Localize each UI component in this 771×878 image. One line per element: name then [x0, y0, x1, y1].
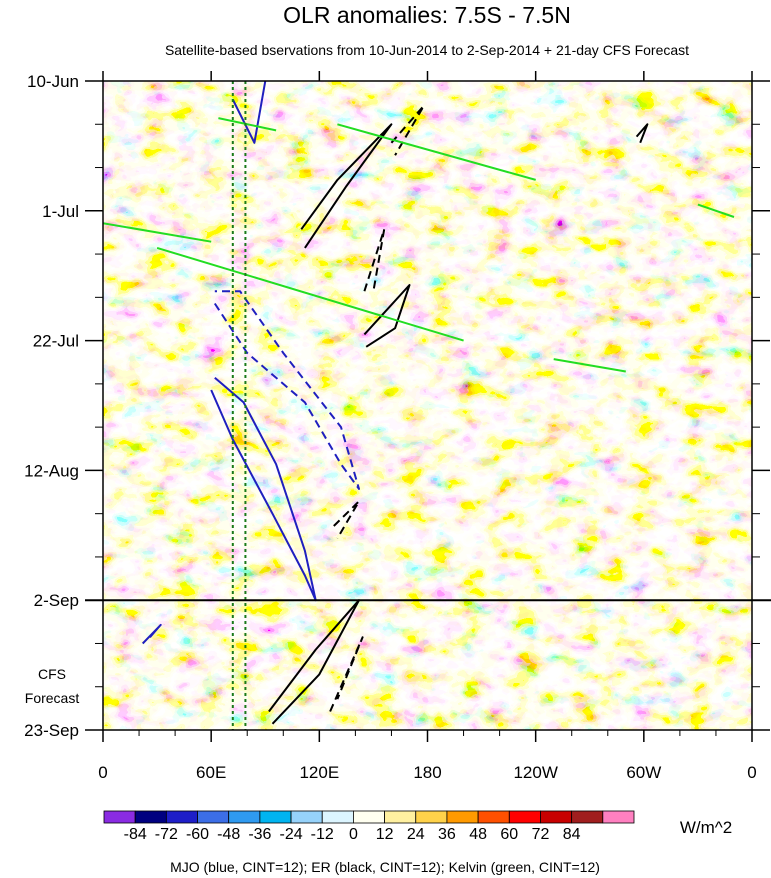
colorbar-label: -24: [279, 826, 302, 843]
kelvin-contour: [553, 358, 626, 373]
colorbar-label: -36: [248, 826, 271, 843]
x-tick-label: 180: [413, 763, 441, 782]
colorbar-swatch: [415, 810, 448, 824]
y-tick-label: 22-Jul: [33, 332, 79, 351]
er-contour: [300, 123, 393, 249]
kelvin-contour: [156, 246, 464, 342]
colorbar-label: -60: [186, 826, 209, 843]
colorbar-label: 12: [376, 826, 394, 843]
er-contour: [363, 284, 411, 348]
mjo-contour: [213, 290, 360, 490]
y-tick-label: 2-Sep: [34, 591, 79, 610]
colorbar-swatch: [259, 810, 292, 824]
colorbar-units: W/m^2: [680, 818, 732, 837]
colorbar-label: -12: [311, 826, 334, 843]
kelvin-contour: [103, 222, 212, 243]
mjo-contour: [231, 81, 267, 144]
y-tick-label: 12-Aug: [24, 461, 79, 480]
colorbar-swatch: [197, 810, 230, 824]
kelvin-contour: [218, 117, 277, 132]
colorbar-label: 36: [438, 826, 456, 843]
colorbar-label: 60: [500, 826, 518, 843]
chart-subtitle: Satellite-based bservations from 10-Jun-…: [165, 42, 689, 58]
er-contour: [635, 123, 649, 144]
colorbar: -84 -72 -60 -48 -36 -24 -12 0 12 24 36 48 60 72 84: [103, 810, 635, 843]
colorbar-label: 72: [532, 826, 550, 843]
colorbar-label: 24: [407, 826, 425, 843]
y-tick-label: 10-Jun: [27, 72, 79, 91]
x-tick-label: 0: [747, 763, 756, 782]
y-tick-label: 1-Jul: [42, 202, 79, 221]
colorbar-swatch: [228, 810, 261, 824]
plot-area: [103, 81, 752, 730]
x-tick-label: 120E: [299, 763, 339, 782]
y-axis: 10-Jun 1-Jul 22-Jul 12-Aug 2-Sep 23-Sep: [24, 72, 770, 740]
y-tick-label: 23-Sep: [24, 721, 79, 740]
er-contour: [363, 228, 386, 292]
colorbar-swatch: [134, 810, 167, 824]
x-tick-label: 60E: [196, 763, 226, 782]
colorbar-swatch: [353, 810, 385, 824]
x-axis: 0 60E 120E 180 120W 60W 0: [98, 71, 757, 782]
colorbar-swatch: [477, 810, 510, 824]
reference-lines: [231, 81, 247, 730]
colorbar-swatch: [602, 810, 635, 824]
forecast-label-line2: Forecast: [25, 690, 80, 706]
colorbar-swatch: [540, 810, 573, 824]
colorbar-swatch: [446, 810, 479, 824]
colorbar-swatch: [571, 810, 604, 824]
chart-title: OLR anomalies: 7.5S - 7.5N: [283, 2, 571, 28]
contour-lines: [103, 81, 735, 725]
er-contour: [329, 636, 364, 712]
x-tick-label: 120W: [513, 763, 557, 782]
colorbar-label: 84: [563, 826, 581, 843]
colorbar-label: -72: [155, 826, 178, 843]
anomaly-field: [103, 81, 752, 730]
colorbar-label: 0: [349, 826, 358, 843]
er-contour: [390, 104, 425, 156]
colorbar-label: -84: [124, 826, 147, 843]
colorbar-swatch: [508, 810, 541, 824]
colorbar-swatch: [384, 810, 417, 824]
chart-caption: MJO (blue, CINT=12); ER (black, CINT=12)…: [170, 859, 600, 875]
colorbar-swatch: [165, 810, 198, 824]
kelvin-contour: [337, 123, 536, 181]
x-tick-label: 60W: [626, 763, 661, 782]
colorbar-label: -48: [217, 826, 240, 843]
colorbar-swatch: [321, 810, 354, 824]
colorbar-swatch: [103, 810, 136, 824]
forecast-label-line1: CFS: [38, 666, 66, 682]
mjo-contour: [141, 623, 162, 645]
x-tick-label: 0: [98, 763, 107, 782]
kelvin-contour: [697, 203, 735, 218]
colorbar-swatch: [290, 810, 323, 824]
colorbar-label: 48: [469, 826, 487, 843]
